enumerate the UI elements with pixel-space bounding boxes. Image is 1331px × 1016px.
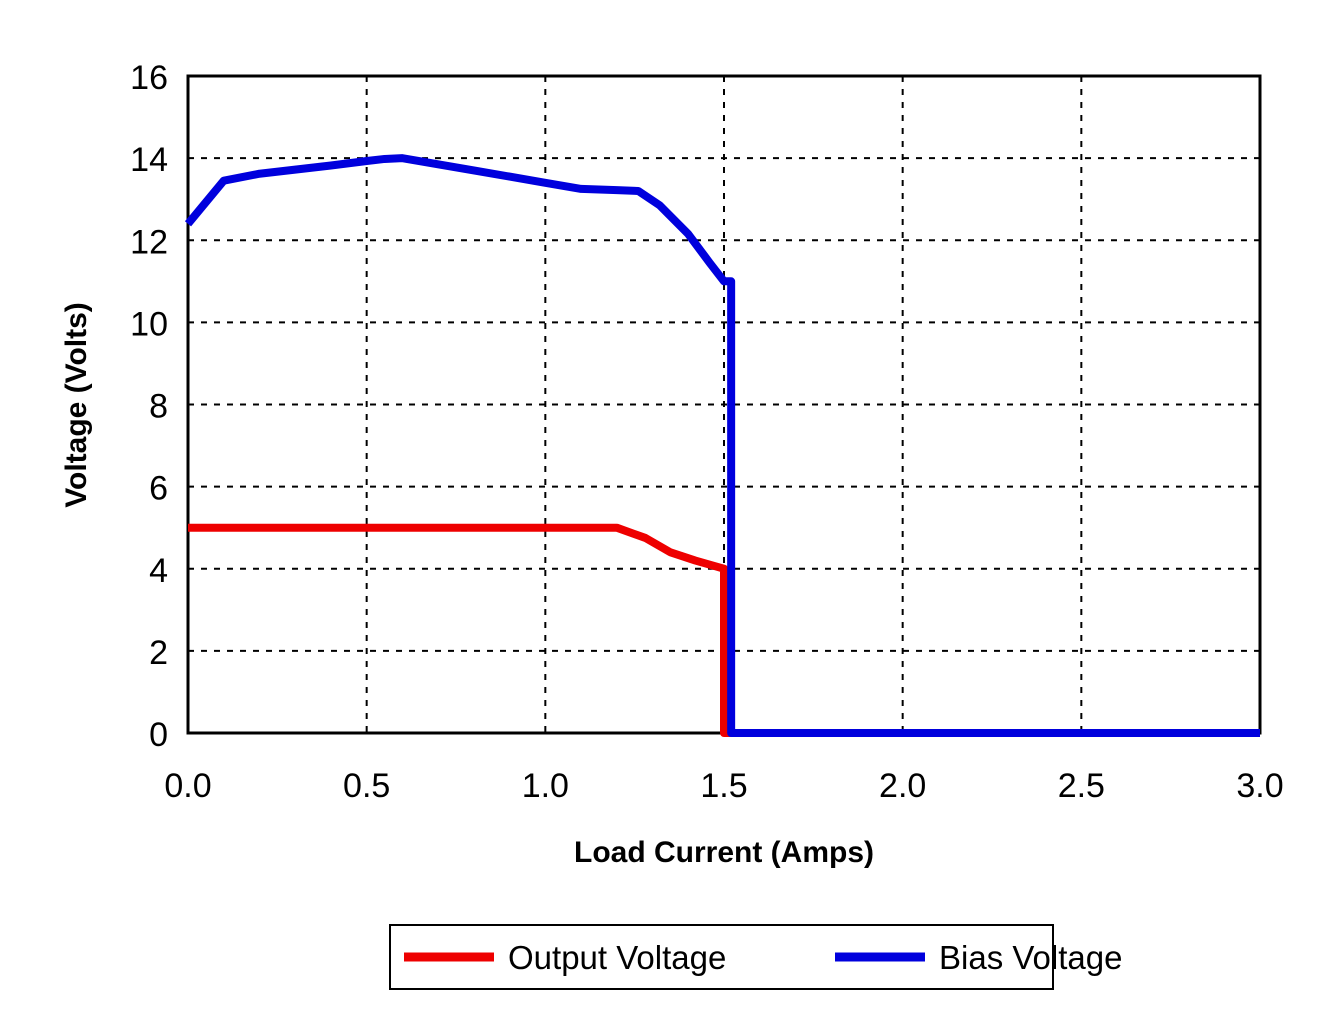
y-tick-label: 6 [149, 470, 168, 508]
chart-legend: Output Voltage Bias Voltage [389, 924, 1122, 990]
x-tick-label: 2.0 [879, 767, 926, 805]
y-axis-title: Voltage (Volts) [60, 302, 93, 508]
x-tick-label: 2.5 [1058, 767, 1105, 805]
x-tick-label: 3.0 [1236, 767, 1283, 805]
y-tick-label: 12 [130, 223, 168, 261]
y-tick-label: 8 [149, 388, 168, 426]
y-tick-label: 16 [130, 59, 168, 97]
chart-series-layer [184, 154, 1260, 737]
x-tick-label: 0.5 [343, 767, 390, 805]
x-axis-tick-labels: 0.0 0.5 1.0 1.5 2.0 2.5 3.0 [164, 767, 1283, 805]
series-line-output-voltage [188, 523, 1260, 737]
y-tick-label: 4 [149, 552, 168, 590]
legend-label-output-voltage: Output Voltage [508, 939, 726, 976]
series-line-bias-voltage [184, 154, 1260, 737]
legend-label-bias-voltage: Bias Voltage [939, 939, 1122, 976]
y-tick-label: 14 [130, 141, 168, 179]
y-tick-label: 0 [149, 716, 168, 754]
legend-box [389, 924, 1054, 990]
y-axis-tick-labels: 0 2 4 6 8 10 12 14 16 [130, 59, 168, 754]
y-tick-label: 2 [149, 634, 168, 672]
x-tick-label: 0.0 [164, 767, 211, 805]
y-tick-label: 10 [130, 305, 168, 343]
x-tick-label: 1.0 [522, 767, 569, 805]
x-tick-label: 1.5 [700, 767, 747, 805]
x-axis-title: Load Current (Amps) [574, 836, 874, 869]
